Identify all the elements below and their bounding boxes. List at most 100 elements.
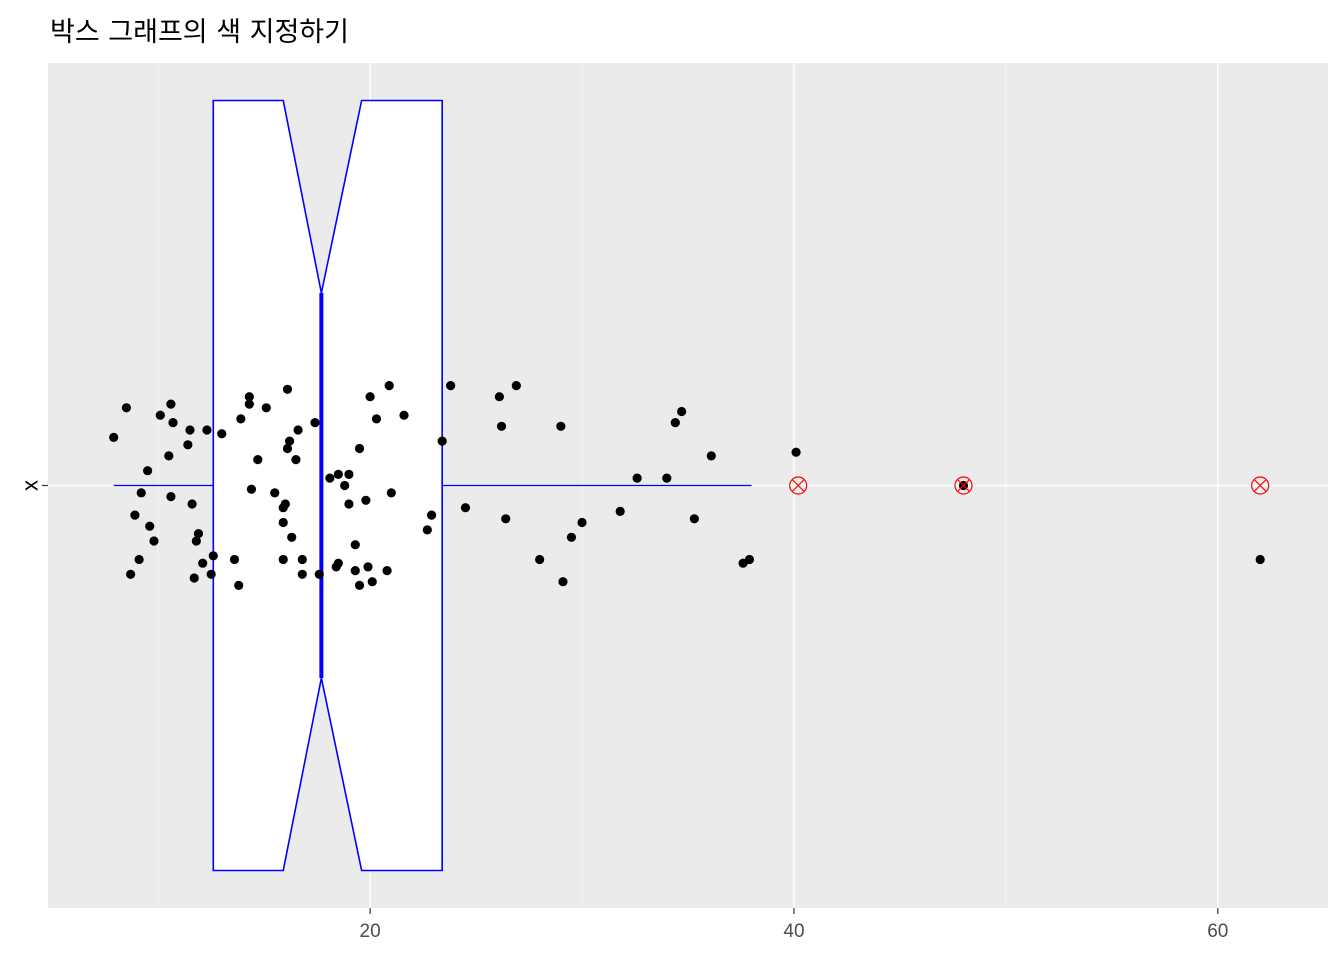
data-point xyxy=(166,399,176,409)
data-point xyxy=(310,418,320,428)
data-point xyxy=(558,577,568,587)
data-point xyxy=(1255,554,1265,565)
data-point xyxy=(270,488,280,498)
data-point xyxy=(340,480,350,491)
data-point xyxy=(422,525,432,535)
data-points-layer xyxy=(109,381,1265,591)
data-point xyxy=(333,469,343,479)
data-point xyxy=(183,440,193,450)
x-tick-label: 20 xyxy=(360,921,381,942)
data-point xyxy=(297,554,307,565)
data-point xyxy=(615,506,625,516)
data-point xyxy=(280,499,290,509)
data-point xyxy=(382,566,392,576)
data-point xyxy=(234,580,244,591)
data-point xyxy=(130,510,140,520)
x-tick-label: 60 xyxy=(1207,921,1228,942)
data-point xyxy=(371,414,382,424)
data-point xyxy=(791,447,801,457)
data-point xyxy=(149,536,159,546)
data-point xyxy=(399,410,409,420)
data-point xyxy=(282,384,293,394)
data-point xyxy=(166,492,176,502)
data-point xyxy=(706,451,716,461)
data-point xyxy=(261,403,271,413)
data-point xyxy=(193,529,204,539)
data-point xyxy=(384,381,394,391)
data-point xyxy=(325,473,335,483)
data-point xyxy=(198,558,208,568)
data-point xyxy=(253,455,263,465)
data-point xyxy=(365,392,375,402)
data-point xyxy=(202,425,212,435)
data-point xyxy=(189,573,199,583)
data-point xyxy=(278,517,288,528)
data-point xyxy=(350,566,360,576)
data-point xyxy=(282,443,293,454)
outlier-marker xyxy=(789,476,808,495)
data-point xyxy=(145,521,155,531)
box-body xyxy=(212,99,443,872)
data-point xyxy=(136,488,146,498)
data-point xyxy=(496,421,507,431)
data-point xyxy=(556,421,566,431)
data-point xyxy=(229,554,240,565)
data-point xyxy=(244,392,254,402)
x-tick-label: 40 xyxy=(783,921,804,942)
y-axis-title: x xyxy=(18,480,43,491)
data-point xyxy=(291,455,301,465)
data-point xyxy=(437,436,447,446)
data-point xyxy=(566,532,577,542)
data-point xyxy=(361,495,371,505)
data-point xyxy=(677,406,687,417)
data-point xyxy=(314,569,324,579)
data-point xyxy=(354,580,365,591)
data-point xyxy=(632,473,642,483)
data-point xyxy=(121,403,132,413)
outlier-marker xyxy=(954,476,973,495)
data-point xyxy=(689,514,699,524)
y-axis: x xyxy=(18,480,48,491)
data-point xyxy=(168,418,178,428)
data-point xyxy=(155,410,165,420)
notched-box xyxy=(113,99,752,872)
data-point xyxy=(278,554,288,565)
data-point xyxy=(284,436,295,446)
data-point xyxy=(386,488,396,498)
data-point xyxy=(494,392,504,402)
data-point xyxy=(297,569,307,579)
data-point xyxy=(246,484,257,494)
data-point xyxy=(501,514,511,524)
data-point xyxy=(333,558,343,568)
data-point xyxy=(109,432,119,442)
outlier-marker xyxy=(1251,476,1270,495)
data-point xyxy=(126,569,136,579)
data-point xyxy=(363,562,373,572)
data-point xyxy=(460,503,471,513)
data-point xyxy=(293,425,303,435)
x-axis: 20 40 60 xyxy=(360,908,1228,942)
chart-title: 박스 그래프의 색 지정하기 xyxy=(50,17,349,48)
data-point xyxy=(206,569,216,579)
data-point xyxy=(191,536,201,546)
data-point xyxy=(217,429,227,439)
data-point xyxy=(344,469,354,479)
data-point xyxy=(134,554,144,565)
data-point xyxy=(367,577,377,587)
data-point xyxy=(662,473,672,483)
data-point xyxy=(744,554,755,565)
data-point xyxy=(143,466,153,476)
data-point xyxy=(577,517,587,528)
data-point xyxy=(164,451,174,461)
data-point xyxy=(185,425,195,435)
data-point xyxy=(426,510,437,520)
data-point xyxy=(244,399,254,409)
data-point xyxy=(670,418,680,428)
data-point xyxy=(535,554,545,565)
data-point xyxy=(446,381,456,391)
data-point xyxy=(208,551,218,561)
data-point xyxy=(354,443,365,454)
data-point xyxy=(344,499,354,509)
outliers-layer xyxy=(789,476,1270,495)
